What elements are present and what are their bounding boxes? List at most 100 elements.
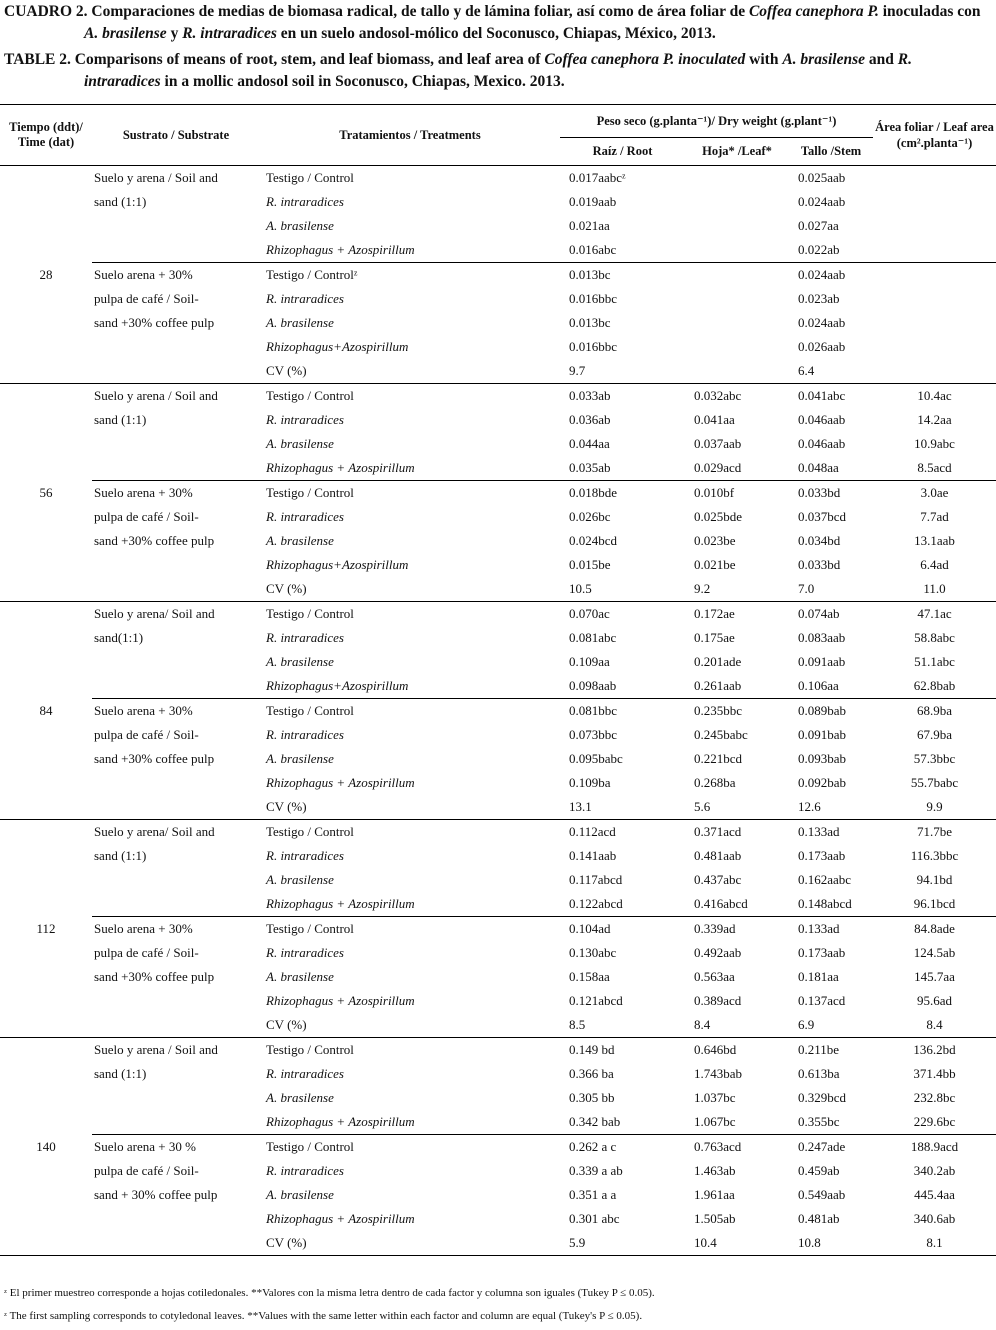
- table-row: Suelo arena + 30% pulpa de café / Soil-s…: [0, 480, 996, 602]
- table-row: R. intraradices 0.019aab 0.024aab: [0, 190, 996, 214]
- root-value: 0.035ab: [569, 460, 611, 475]
- area-value: 8.5acd: [917, 460, 952, 475]
- root-value: 0.081bbc: [560, 698, 685, 723]
- root-value: 0.073bbc: [569, 727, 618, 742]
- leaf-value: 1.037bc: [694, 1090, 736, 1105]
- area-value: 84.8ade: [873, 916, 996, 941]
- table-row: R. intraradices 0.130abc 0.492aab 0.173aab 1…: [0, 941, 996, 965]
- stem-value: 6.9: [798, 1017, 815, 1032]
- leaf-value: 0.029acd: [694, 460, 742, 475]
- leaf-value: 8.4: [694, 1017, 711, 1032]
- leaf-value: 0.010bf: [685, 480, 789, 505]
- area-value: 11.0: [923, 581, 946, 596]
- table-row: A. brasilense 0.021aa 0.027aa: [0, 214, 996, 238]
- leaf-value: 0.021be: [694, 557, 736, 572]
- treatment: R. intraradices: [266, 1163, 344, 1178]
- stem-value: 0.148abcd: [798, 896, 852, 911]
- text: and: [865, 51, 898, 68]
- area-value: 57.3bbc: [913, 751, 956, 766]
- table-row: Rhizophagus+Azospirillum 0.015be 0.021be 0.…: [0, 553, 996, 577]
- treatment: R. intraradices: [266, 630, 344, 645]
- header-cell: Sustrato / Substrate: [122, 127, 230, 142]
- substrate-cell: Suelo y arena/ Soil and sand(1:1): [92, 601, 260, 699]
- header-cell: Tratamientos / Treatments: [339, 127, 481, 142]
- caption-en: TABLE 2. Comparisons of means of root, s…: [4, 49, 992, 93]
- stem-value: 10.8: [798, 1235, 821, 1250]
- treatment: Rhizophagus + Azospirillum: [266, 993, 415, 1008]
- treatment: A. brasilense: [266, 218, 334, 233]
- root-value: 0.036ab: [569, 412, 611, 427]
- table-row: Rhizophagus + Azospirillum 0.016abc 0.022a…: [0, 238, 996, 263]
- table-row: Suelo arena + 30% pulpa de café / Soil-s…: [0, 698, 996, 820]
- leaf-value: [685, 262, 789, 287]
- area-value: 95.6ad: [917, 993, 953, 1008]
- treatment: CV (%): [266, 799, 307, 814]
- root-value: 0.104ad: [560, 916, 685, 941]
- treatment: Testigo / Control: [260, 819, 560, 844]
- area-value: 340.2ab: [913, 1163, 956, 1178]
- area-value: 124.5ab: [913, 945, 956, 960]
- table-row: Rhizophagus + Azospirillum 0.109ba 0.268ba…: [0, 771, 996, 795]
- substrate-cell: Suelo arena + 30% pulpa de café / Soil-s…: [92, 916, 260, 1038]
- header-cell: Área foliar / Leaf area (cm².planta⁻¹): [875, 119, 994, 150]
- leaf-value: 1.463ab: [694, 1163, 736, 1178]
- area-value: 55.7babc: [910, 775, 959, 790]
- table-row: Suelo arena + 30 % pulpa de café / Soil-…: [0, 1134, 996, 1256]
- table-row: A. brasilense 0.305 bb 1.037bc 0.329bcd 232.…: [0, 1086, 996, 1110]
- treatment: CV (%): [266, 363, 307, 378]
- root-value: 0.366 ba: [569, 1066, 614, 1081]
- stem-value: 0.137acd: [798, 993, 846, 1008]
- table-row: A. brasilense 0.158aa 0.563aa 0.181aa 145.7a…: [0, 965, 996, 989]
- header-cell: Tallo /Stem: [800, 144, 862, 158]
- text: A. brasilense: [84, 25, 167, 42]
- caption-es: CUADRO 2. Comparaciones de medias de bio…: [4, 1, 992, 45]
- stem-value: 0.355bc: [798, 1114, 840, 1129]
- treatment: Rhizophagus+Azospirillum: [266, 557, 409, 572]
- leaf-value: 0.175ae: [694, 630, 735, 645]
- leaf-value: 0.041aa: [694, 412, 735, 427]
- leaf-value: 0.023be: [694, 533, 736, 548]
- stem-value: 0.613ba: [798, 1066, 840, 1081]
- leaf-value: 0.025bde: [694, 509, 743, 524]
- treatment: Testigo / Control: [260, 165, 560, 190]
- stem-value: 0.074ab: [789, 601, 874, 626]
- substrate-cell: Suelo y arena / Soil and sand (1:1): [92, 165, 260, 263]
- treatment: CV (%): [266, 1017, 307, 1032]
- substrate-cell: Suelo y arena / Soil and sand (1:1): [92, 383, 260, 481]
- cv-row: CV (%) 8.5 8.4 6.9 8.4: [0, 1013, 996, 1038]
- substrate-cell: Suelo arena + 30% pulpa de café / Soil-s…: [92, 262, 260, 384]
- treatment: R. intraradices: [266, 1066, 344, 1081]
- leaf-value: 1.505ab: [694, 1211, 736, 1226]
- treatment: A. brasilense: [266, 751, 334, 766]
- treatment: Rhizophagus + Azospirillum: [266, 1211, 415, 1226]
- table-row: Rhizophagus+Azospirillum 0.016bbc 0.026aab: [0, 335, 996, 359]
- leaf-value: 0.268ba: [694, 775, 736, 790]
- stem-value: 0.459ab: [798, 1163, 840, 1178]
- stem-value: 0.026aab: [798, 339, 846, 354]
- table-row: 56 Suelo y arena / Soil and sand (1:1) Tes…: [0, 383, 996, 602]
- leaf-value: [685, 190, 789, 214]
- stem-value: 0.481ab: [798, 1211, 840, 1226]
- leaf-value: 0.221bcd: [694, 751, 743, 766]
- treatment: R. intraradices: [266, 945, 344, 960]
- stem-value: 0.033bd: [789, 480, 874, 505]
- leaf-value: 0.339ad: [685, 916, 789, 941]
- header-cell: Hoja* /Leaf*: [702, 144, 772, 158]
- footnote: ᶻ The first sampling corresponds to coty…: [4, 1310, 643, 1322]
- table-row: Suelo arena + 30% pulpa de café / Soil-s…: [0, 262, 996, 384]
- leaf-value: 0.492aab: [694, 945, 742, 960]
- root-value: 0.117abcd: [569, 872, 623, 887]
- stem-value: 0.247ade: [789, 1134, 874, 1159]
- root-value: 0.122abcd: [569, 896, 623, 911]
- stem-value: 0.091bab: [798, 727, 847, 742]
- leaf-value: [685, 165, 789, 190]
- treatment: R. intraradices: [266, 848, 344, 863]
- stem-value: 0.025aab: [789, 165, 874, 190]
- table-row: Rhizophagus + Azospirillum 0.301 abc 1.505…: [0, 1207, 996, 1231]
- area-value: 14.2aa: [917, 412, 952, 427]
- treatment: Rhizophagus + Azospirillum: [266, 460, 415, 475]
- table-row: Suelo arena + 30% pulpa de café / Soil-s…: [0, 916, 996, 1038]
- leaf-value: 0.371acd: [685, 819, 789, 844]
- stem-value: 7.0: [798, 581, 815, 596]
